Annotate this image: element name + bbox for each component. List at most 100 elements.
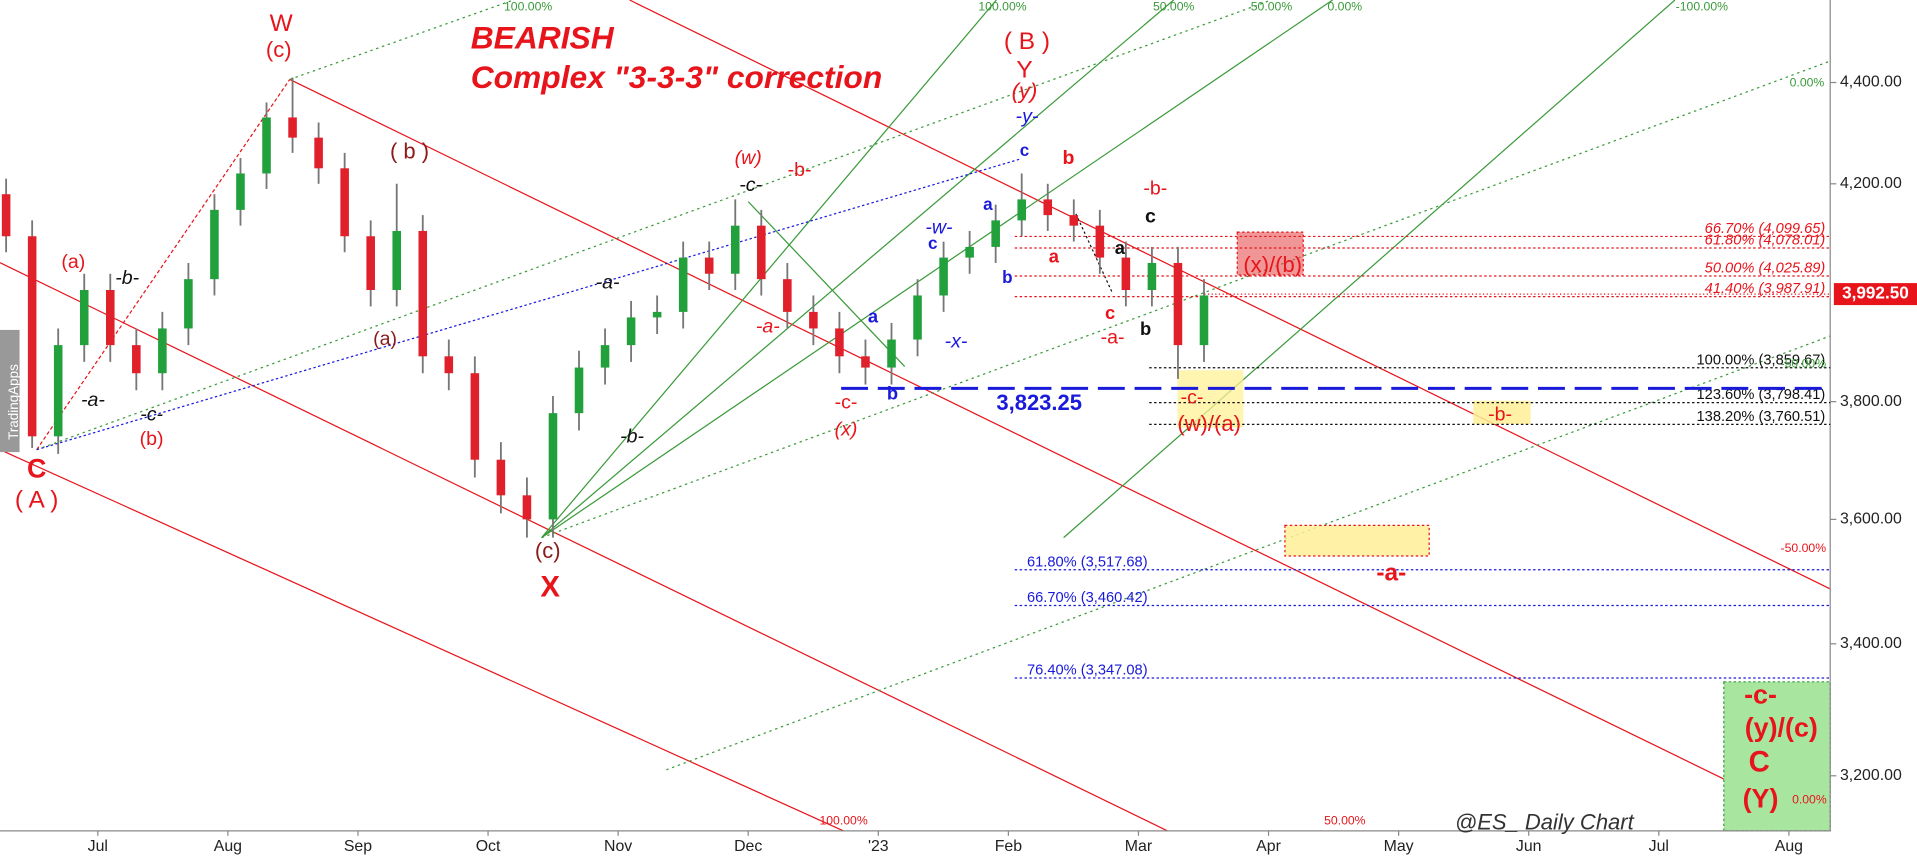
candle-body: [1121, 257, 1131, 291]
wave-label: a: [1115, 237, 1126, 258]
candle-body: [392, 230, 402, 291]
wave-label: -w-: [925, 217, 953, 239]
wave-label: (y)/(c): [1745, 713, 1818, 743]
wave-label: -c-: [140, 404, 163, 426]
x-tick-label: Jul: [88, 838, 108, 855]
wave-label: b: [1140, 318, 1151, 339]
fib-label: 61.80% (4,078.01): [1705, 233, 1826, 249]
wave-label: -b-: [1488, 404, 1512, 426]
wave-label: b: [1002, 268, 1012, 287]
candle-body: [314, 137, 323, 169]
candle-body: [132, 345, 141, 374]
candle-body: [444, 356, 454, 374]
wave-label: Y: [1016, 56, 1032, 83]
wave-label: 50.00%: [1251, 0, 1293, 14]
candle-body: [184, 279, 193, 329]
candle-body: [887, 339, 896, 368]
y-tick-label: 3,800.00: [1840, 393, 1902, 410]
wave-label: -c-: [739, 174, 762, 196]
wave-label: -a-: [596, 272, 620, 294]
candle-body: [965, 246, 974, 258]
candle-body: [757, 225, 766, 280]
x-tick-label: Aug: [1775, 838, 1803, 855]
candle-body: [730, 225, 740, 274]
zones: [1177, 231, 1831, 832]
wave-label: a: [983, 195, 993, 214]
x-tick-label: May: [1384, 838, 1414, 855]
watermark: @ES_ Daily Chart: [1455, 809, 1635, 834]
wave-label: W: [270, 10, 293, 37]
candle-body: [809, 311, 818, 329]
wave-label: -a-: [756, 316, 780, 338]
fib-label: 138.20% (3,760.51): [1697, 409, 1826, 425]
x-tick-label: Jul: [1649, 838, 1669, 855]
wave-label: -a-: [81, 389, 105, 411]
candle-body: [1043, 199, 1053, 216]
x-tick-label: Jun: [1516, 838, 1542, 855]
wave-label: 0.00%: [1790, 75, 1825, 89]
wave-label: -b-: [1143, 178, 1167, 200]
wave-label: (w)/(a): [1177, 411, 1241, 436]
fib-label: 100.00% (3,859.67): [1697, 352, 1826, 368]
wave-label: 100.00%: [504, 0, 552, 14]
candle-body: [210, 209, 219, 280]
fib-label: 66.70% (4,099.65): [1705, 221, 1826, 237]
fib-label: 76.40% (3,347.08): [1027, 663, 1148, 679]
support-label: 3,823.25: [996, 390, 1082, 415]
wave-label: b: [887, 383, 898, 404]
candle-body: [262, 117, 271, 174]
wave-label: 50.00%: [1153, 0, 1195, 14]
candle-body: [79, 290, 89, 346]
wave-label: -y-: [1016, 105, 1039, 127]
wave-label: (a): [61, 251, 85, 273]
candle-body: [366, 236, 375, 291]
wave-label: -b-: [115, 267, 139, 289]
brand: TradingApps: [6, 364, 21, 440]
wave-label: -50.00%: [1781, 356, 1827, 370]
wave-label: c: [1020, 141, 1030, 160]
x-tick-label: Sep: [344, 838, 372, 855]
wave-label: (c): [266, 37, 292, 62]
candle-body: [548, 413, 558, 520]
candle-body: [522, 495, 532, 520]
wave-label: -b-: [620, 426, 644, 448]
fib-label: 50.00% (4,025.89): [1705, 261, 1826, 277]
candle-body: [913, 295, 922, 340]
fib-label: 123.60% (3,798.41): [1697, 387, 1826, 403]
candle-body: [236, 173, 245, 210]
wave-label: 100.00%: [819, 813, 867, 827]
wave-label: -b-: [788, 159, 812, 181]
wave-label: a: [1049, 246, 1060, 267]
x-tick-label: Nov: [604, 838, 632, 855]
wave-label: X: [540, 571, 560, 604]
x-tick-label: Oct: [476, 838, 501, 855]
last-price-label: 3,992.50: [1842, 284, 1909, 303]
wave-label: (b): [140, 428, 164, 450]
wave-label: -c-: [1181, 387, 1204, 409]
wave-label: (w): [735, 147, 762, 169]
candle-body: [861, 356, 870, 368]
wave-label: 100.00%: [978, 0, 1026, 14]
candle-body: [27, 236, 37, 437]
wave-label: (Y): [1743, 783, 1779, 813]
wave-label: (x)/(b): [1243, 252, 1302, 277]
wave-label: c: [928, 234, 938, 253]
wave-label: C: [27, 454, 46, 484]
wave-label: c: [1105, 302, 1115, 323]
wave-label: 50.00%: [1324, 813, 1366, 827]
fib-label: 66.70% (3,460.42): [1027, 590, 1148, 606]
brand-tab: [0, 329, 20, 453]
wave-label: b: [1063, 147, 1075, 169]
candle-body: [1, 194, 11, 237]
wave-label: 0.00%: [1792, 793, 1827, 807]
fib-label: 61.80% (3,517.68): [1027, 554, 1148, 570]
wave-label: ( A ): [15, 486, 58, 513]
candle-body: [574, 367, 584, 414]
wave-label: -50.00%: [1781, 541, 1827, 555]
candle-body: [105, 290, 115, 346]
x-tick-label: Aug: [214, 838, 242, 855]
candle-body: [496, 459, 506, 496]
candle-body: [1173, 262, 1183, 346]
